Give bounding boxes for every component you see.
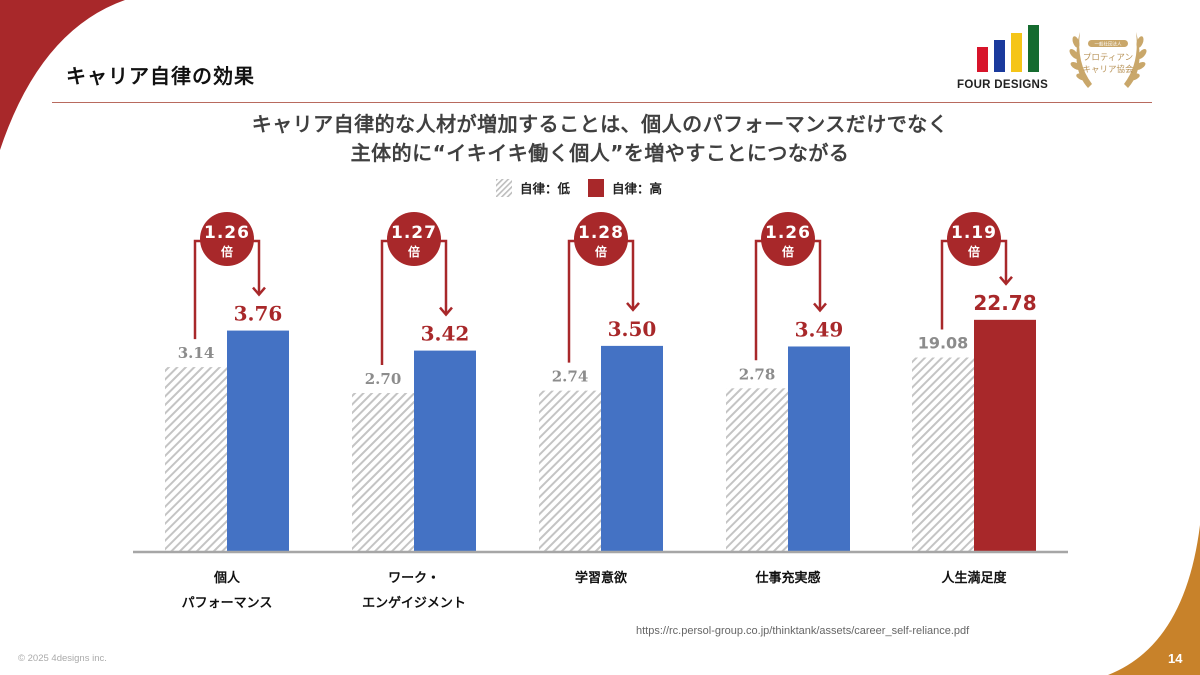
ratio-badge (574, 212, 628, 266)
arrow-down-icon (439, 306, 453, 317)
bar-low (726, 388, 788, 552)
ratio-badge (761, 212, 815, 266)
corner-decoration (0, 0, 125, 150)
bar-high (788, 346, 850, 552)
arrow-down-icon (813, 302, 827, 313)
arrow-down-icon (999, 276, 1013, 286)
laurel-badge-icon: 一般社団法人 プロティアン キャリア協会 (1069, 32, 1147, 88)
category-label: ワーク・ (388, 571, 440, 586)
legend-item-high: 自律：高 (588, 178, 662, 197)
ratio-badge (947, 212, 1001, 266)
legend-swatch-solid (588, 178, 605, 197)
legend-swatch-hatched (496, 178, 512, 197)
ratio-unit: 倍 (408, 244, 420, 259)
chart-headline: キャリア自律的な人材が増加することは、個人のパフォーマンスだけでなく 主体的に“… (0, 110, 1200, 168)
headline-line-1: キャリア自律的な人材が増加することは、個人のパフォーマンスだけでなく (251, 112, 949, 136)
ratio-unit: 倍 (782, 244, 794, 259)
category-label: 学習意欲 (575, 570, 627, 586)
slide-title: キャリア自律の効果 (66, 64, 255, 88)
category-label: 仕事充実感 (754, 570, 820, 586)
bar-low (912, 357, 974, 552)
bar-high (601, 345, 663, 552)
ratio-value: 1.27 (391, 223, 437, 243)
badge-line1: プロティアン (1083, 53, 1133, 63)
value-label-high: 3.76 (234, 302, 283, 326)
bar-low (539, 390, 601, 552)
value-label-low: 3.14 (178, 344, 215, 362)
arrow-down-icon (252, 286, 266, 297)
chart-legend: 自律：低 自律：高 (496, 178, 680, 197)
title-divider (52, 102, 1152, 103)
badge-line2: キャリア協会 (1082, 64, 1134, 75)
bar-high (414, 350, 476, 552)
copyright: © 2025 4designs inc. (18, 653, 107, 664)
headline-line-2: 主体的に“イキイキ働く個人”を増やすことにつながる (350, 141, 850, 165)
bar-high (227, 330, 289, 552)
legend-label-high: 自律：高 (612, 181, 663, 196)
value-label-low: 2.70 (365, 370, 402, 388)
value-label-low: 19.08 (918, 334, 969, 353)
category-label: 人生満足度 (941, 570, 1007, 586)
legend-item-low: 自律：低 (496, 178, 570, 197)
ratio-value: 1.19 (951, 223, 997, 243)
page-number: 14 (1168, 651, 1183, 666)
legend-label-low: 自律：低 (520, 181, 571, 196)
category-label: エンゲイジメント (362, 595, 466, 611)
ratio-badge (387, 212, 441, 266)
category-label: 個人 (213, 570, 241, 586)
ratio-value: 1.26 (765, 223, 811, 243)
ratio-value: 1.28 (578, 223, 624, 243)
source-citation: https://rc.persol-group.co.jp/thinktank/… (636, 625, 970, 637)
brand-name: FOUR DESIGNS (957, 79, 1049, 91)
ratio-unit: 倍 (221, 244, 233, 259)
bar-low (352, 393, 414, 552)
ratio-badge (200, 212, 254, 266)
value-label-low: 2.74 (552, 368, 589, 386)
arrow-down-icon (626, 302, 640, 312)
corner-decoration (1108, 525, 1200, 675)
value-label-high: 22.78 (973, 291, 1036, 315)
badge-ribbon: 一般社団法人 (1095, 41, 1122, 48)
value-label-low: 2.78 (739, 365, 776, 383)
value-label-high: 3.42 (421, 322, 470, 346)
value-label-high: 3.49 (795, 317, 844, 341)
bar-low (165, 367, 227, 552)
bar-high (974, 319, 1036, 552)
value-label-high: 3.50 (608, 317, 657, 341)
category-label: パフォーマンス (182, 596, 273, 611)
bar-chart-logo-icon (977, 25, 1039, 72)
ratio-value: 1.26 (204, 223, 250, 243)
ratio-unit: 倍 (595, 244, 607, 259)
ratio-unit: 倍 (968, 244, 980, 259)
